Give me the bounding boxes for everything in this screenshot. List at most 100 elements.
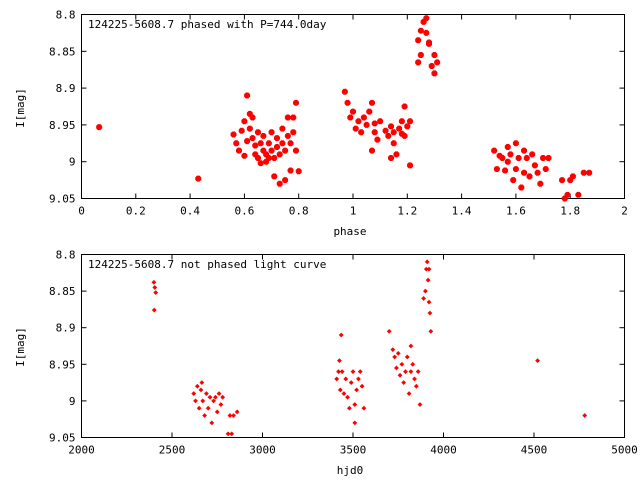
phased-data-point (434, 59, 441, 66)
unphased-data-point (191, 391, 197, 397)
phased-x-tick-label: 0.2 (126, 205, 146, 218)
phased-data-point (271, 173, 278, 180)
phased-data-point (290, 114, 297, 121)
phased-points (96, 15, 593, 202)
unphased-data-point (415, 369, 421, 375)
unphased-x-tick-label: 3500 (340, 444, 367, 457)
unphased-data-point (410, 361, 416, 367)
phased-y-ticks: 8.8 8.85 8.9 8.95 9 9.05 (49, 9, 625, 206)
phased-data-point (540, 155, 547, 162)
phased-data-point (284, 132, 291, 139)
unphased-y-tick-label: 8.9 (56, 322, 76, 335)
phased-data-point (96, 124, 103, 131)
phased-x-tick-label: 0.8 (289, 205, 309, 218)
unphased-data-point (152, 284, 158, 290)
phased-data-point (279, 125, 286, 132)
phased-data-point (273, 143, 280, 150)
unphased-plot-title: 124225-5608.7 not phased light curve (88, 258, 326, 271)
unphased-data-point (582, 413, 588, 419)
unphased-data-point (428, 328, 434, 334)
unphased-data-point (234, 409, 240, 415)
phased-data-point (586, 169, 593, 176)
unphased-data-point (422, 288, 428, 294)
phased-data-point (341, 88, 348, 95)
unphased-data-point (196, 405, 202, 411)
phased-data-point (287, 140, 294, 147)
unphased-data-point (413, 383, 419, 389)
phased-x-tick-label: 0.4 (180, 205, 200, 218)
phased-data-point (195, 175, 202, 182)
unphased-x-axis-label: hjd0 (337, 464, 364, 477)
phased-data-point (371, 120, 378, 127)
phased-data-point (415, 59, 422, 66)
phased-data-point (423, 29, 430, 36)
unphased-data-point (395, 350, 401, 356)
unphased-data-point (427, 310, 433, 316)
phased-data-point (292, 99, 299, 106)
phased-data-point (542, 166, 549, 173)
unphased-data-point (412, 376, 418, 382)
unphased-plot-frame (81, 254, 625, 438)
phased-data-point (423, 15, 430, 22)
phased-data-point (254, 129, 261, 136)
phased-x-tick-label: 1.6 (506, 205, 526, 218)
phased-data-point (265, 140, 272, 147)
phased-x-tick-label: 0.6 (234, 205, 254, 218)
unphased-data-point (225, 431, 231, 437)
phased-x-tick-label: 2 (621, 205, 628, 218)
phased-data-point (369, 147, 375, 154)
phased-data-point (388, 123, 395, 130)
unphased-data-point (399, 361, 405, 367)
unphased-data-point (216, 391, 222, 397)
phased-data-point (510, 177, 517, 184)
unphased-x-tick-label: 3000 (249, 444, 276, 457)
phased-data-point (401, 103, 408, 110)
phased-data-point (575, 191, 582, 198)
phased-data-point (407, 118, 414, 125)
phased-y-tick-label: 9 (69, 156, 76, 169)
phased-data-point (257, 160, 264, 167)
phased-data-point (431, 51, 438, 58)
unphased-data-point (393, 365, 399, 371)
unphased-y-tick-label: 8.8 (56, 249, 76, 262)
phased-data-point (271, 155, 278, 162)
unphased-x-tick-label: 5000 (611, 444, 638, 457)
unphased-data-point (194, 383, 200, 389)
phased-data-point (404, 123, 411, 130)
unphased-data-point (205, 405, 211, 411)
phased-data-point (499, 155, 506, 162)
phased-data-point (241, 152, 248, 159)
phased-data-point (366, 108, 373, 115)
phased-x-ticks: 0 0.2 0.4 0.6 0.8 1 1.2 1.4 1.6 1.8 2 (78, 14, 628, 218)
phased-data-point (521, 147, 528, 154)
unphased-data-point (352, 402, 358, 408)
unphased-data-point (153, 290, 159, 296)
phased-data-point (235, 147, 242, 154)
unphased-data-point (337, 387, 343, 393)
phased-data-point (521, 169, 528, 176)
phased-data-point (401, 132, 408, 139)
unphased-data-point (345, 394, 351, 400)
unphased-data-point (203, 391, 209, 397)
phased-data-point (523, 155, 530, 162)
unphased-data-point (357, 369, 363, 375)
unphased-data-point (336, 358, 342, 364)
phased-y-tick-label: 8.8 (56, 9, 76, 22)
phased-data-point (493, 166, 500, 173)
phased-y-tick-label: 8.9 (56, 82, 76, 95)
phased-data-point (426, 40, 433, 47)
unphased-x-ticks: 2000 2500 3000 3500 4000 4500 5000 (68, 254, 638, 457)
phased-data-point (292, 147, 299, 154)
phased-data-point (350, 108, 356, 115)
phased-x-axis-label: phase (333, 225, 366, 238)
phased-data-point (265, 155, 272, 162)
phased-data-point (284, 114, 291, 121)
unphased-data-point (151, 279, 157, 285)
phased-data-point (559, 177, 566, 184)
unphased-data-point (214, 409, 220, 415)
unphased-data-point (403, 369, 408, 375)
unphased-data-point (406, 391, 412, 397)
phased-data-point (504, 143, 511, 150)
phased-data-point (282, 147, 289, 154)
